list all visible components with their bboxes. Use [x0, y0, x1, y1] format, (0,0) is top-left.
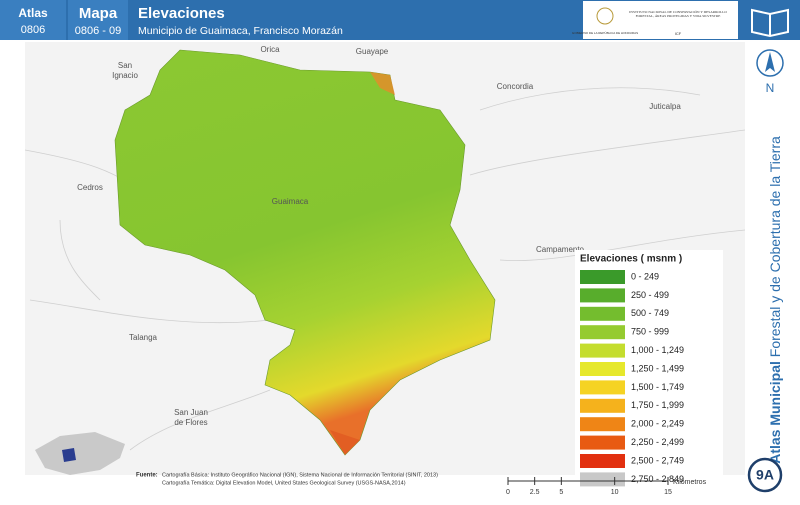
place-label: Ignacio [112, 71, 138, 80]
legend-label: 750 - 999 [631, 327, 669, 337]
legend-swatch [580, 435, 625, 450]
inset-municipality [62, 448, 76, 462]
logo-short: ICF [675, 31, 682, 36]
map-code: 0806 - 09 [75, 25, 121, 37]
scale-tick-label: 5 [559, 489, 563, 496]
page-number: 9A [756, 467, 774, 483]
legend-swatch [580, 325, 625, 340]
legend-swatch [580, 362, 625, 376]
place-label: Talanga [129, 333, 158, 342]
atlas-label: Atlas [18, 6, 48, 20]
legend-label: 2,750 - 2,849 [631, 474, 684, 484]
scale-tick-label: 10 [611, 489, 619, 496]
place-label: Cedros [77, 183, 103, 192]
legend-swatch [580, 343, 625, 358]
subtitle: Municipio de Guaimaca, Francisco Morazán [138, 25, 343, 37]
legend-swatch [580, 306, 625, 321]
legend-label: 1,000 - 1,249 [631, 345, 684, 355]
atlas-code: 0806 [21, 24, 45, 36]
legend-label: 2,500 - 2,749 [631, 455, 684, 465]
legend-swatch [580, 288, 625, 303]
scale-unit: Kilómetros [673, 479, 707, 486]
legend-swatch [580, 270, 625, 284]
logo-institute-wrap: INSTITUTO NACIONAL DE CONSERVACIÓN Y DES… [629, 10, 727, 18]
source-line: Cartografía Básica: Instituto Geográfico… [162, 472, 438, 478]
source: Cartografía Básica: Instituto Geográfico… [162, 472, 438, 486]
logo-box [583, 1, 738, 39]
scale-tick-label: 15 [664, 489, 672, 496]
legend: 0 - 249 250 - 499 500 - 749 750 - 999 1,000 … [580, 270, 684, 487]
legend-swatch [580, 454, 625, 468]
compass [756, 49, 784, 77]
place-label: Orica [260, 45, 280, 54]
map-box [68, 0, 128, 40]
map-label: Mapa [79, 5, 118, 22]
logo-institute: INSTITUTO NACIONAL DE CONSERVACIÓN Y DES… [629, 10, 727, 18]
high-peak [370, 72, 395, 95]
place-label: Guaimaca [272, 197, 309, 206]
legend-swatch [580, 417, 625, 432]
legend-title: Elevaciones ( msnm ) [580, 254, 682, 265]
scale-tick-label: 2.5 [530, 489, 540, 496]
inset-country [35, 432, 125, 475]
north-label: N [766, 81, 775, 95]
place-label: Concordia [497, 82, 534, 91]
legend-swatch [580, 398, 625, 413]
legend-label: 500 - 749 [631, 308, 669, 318]
side-bold: Atlas Municipal [767, 361, 783, 464]
legend-label: 1,250 - 1,499 [631, 363, 684, 373]
page-badge [747, 457, 783, 493]
book-icon [751, 8, 789, 38]
legend-label: 2,250 - 2,499 [631, 437, 684, 447]
atlas-box [0, 0, 66, 40]
place-label: San [118, 61, 132, 70]
high-peak [330, 430, 360, 455]
side-rest: Forestal y de Cobertura de la Tierra [767, 136, 783, 361]
scale-tick-label: 0 [506, 489, 510, 496]
legend-label: 0 - 249 [631, 271, 659, 281]
place-label: San Juan [174, 408, 208, 417]
legend-swatch [580, 380, 625, 395]
side-title: Atlas Municipal Forestal y de Cobertura … [767, 136, 783, 464]
source-label: Fuente: [136, 473, 158, 479]
place-label: Juticalpa [649, 102, 681, 111]
logo-government: GOBIERNO DE LA REPÚBLICA DE HONDURAS [572, 30, 638, 35]
place-label: de Flores [174, 418, 207, 427]
legend-label: 250 - 499 [631, 290, 669, 300]
north-arrow [765, 52, 775, 72]
legend-label: 1,750 - 1,999 [631, 400, 684, 410]
legend-swatch [580, 472, 625, 487]
title: Elevaciones [138, 5, 225, 22]
source-line: Cartografía Temática: Digital Elevation … [162, 480, 406, 486]
emblem [596, 7, 614, 25]
place-label: Campamento [536, 245, 585, 254]
place-label: Guayape [356, 47, 389, 56]
legend-label: 2,000 - 2,249 [631, 419, 684, 429]
legend-label: 1,500 - 1,749 [631, 382, 684, 392]
